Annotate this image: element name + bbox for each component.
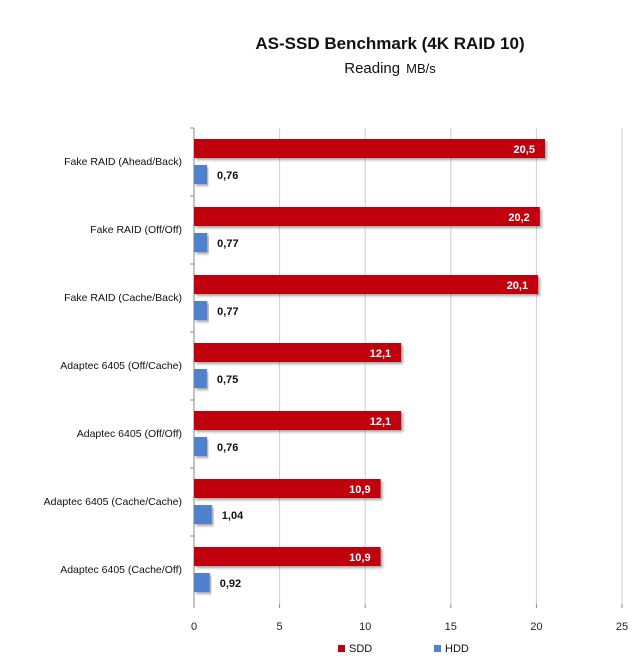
data-label-hdd: 1,04 [222, 510, 244, 522]
chart-unit: MB/s [406, 61, 436, 76]
x-tick-label-20: 20 [530, 621, 542, 633]
bar-sdd [194, 275, 539, 294]
x-tick-label-5: 5 [277, 621, 283, 633]
bar-sdd [194, 547, 381, 566]
category-label: Fake RAID (Cache/Back) [64, 292, 182, 304]
data-label-sdd: 20,2 [508, 212, 529, 224]
chart-title: AS-SSD Benchmark (4K RAID 10) [255, 34, 525, 53]
bar-sdd [194, 411, 402, 430]
data-label-sdd: 10,9 [349, 484, 370, 496]
category-label: Fake RAID (Off/Off) [90, 224, 182, 236]
category-label: Adaptec 6405 (Off/Off) [77, 428, 182, 440]
bar-sdd [194, 343, 402, 362]
x-tick-label-15: 15 [445, 621, 457, 633]
category-label: Adaptec 6405 (Off/Cache) [60, 360, 182, 372]
bar-hdd [194, 437, 208, 456]
bar-hdd [194, 369, 207, 388]
bar-hdd [194, 165, 208, 184]
category-label: Fake RAID (Ahead/Back) [64, 156, 182, 168]
bar-hdd [194, 573, 210, 592]
legend-label-sdd: SDD [349, 643, 372, 655]
data-label-sdd: 20,1 [507, 280, 528, 292]
legend: SDD HDD [338, 643, 469, 655]
data-label-hdd: 0,75 [217, 374, 238, 386]
labels: Fake RAID (Ahead/Back) 20,5 0,76 Fake RAID … [44, 144, 535, 590]
x-tick-label-10: 10 [359, 621, 371, 633]
chart-subtitle-text: Reading [344, 60, 401, 77]
data-label-sdd: 10,9 [349, 552, 370, 564]
bars [194, 139, 545, 592]
legend-swatch-sdd [338, 645, 345, 652]
axes: 0 5 10 15 20 25 [190, 127, 628, 633]
data-label-sdd: 20,5 [514, 144, 535, 156]
data-label-hdd: 0,77 [217, 306, 238, 318]
legend-label-hdd: HDD [445, 643, 469, 655]
grid-lines [279, 128, 623, 604]
chart-subtitle: Reading MB/s [0, 60, 640, 77]
data-label-sdd: 12,1 [370, 416, 391, 428]
bar-hdd [194, 505, 212, 524]
data-label-hdd: 0,76 [217, 442, 238, 454]
data-label-hdd: 0,92 [220, 578, 241, 590]
x-tick-label-25: 25 [616, 621, 628, 633]
x-tick-label-0: 0 [191, 621, 197, 633]
bar-sdd [194, 207, 540, 226]
category-label: Adaptec 6405 (Cache/Cache) [44, 496, 182, 508]
bar-sdd [194, 479, 381, 498]
bar-hdd [194, 233, 208, 252]
bar-sdd [194, 139, 545, 158]
data-label-sdd: 12,1 [370, 348, 391, 360]
bar-hdd [194, 301, 208, 320]
data-label-hdd: 0,77 [217, 238, 238, 250]
data-label-hdd: 0,76 [217, 170, 238, 182]
legend-swatch-hdd [434, 645, 441, 652]
category-label: Adaptec 6405 (Cache/Off) [60, 564, 182, 576]
